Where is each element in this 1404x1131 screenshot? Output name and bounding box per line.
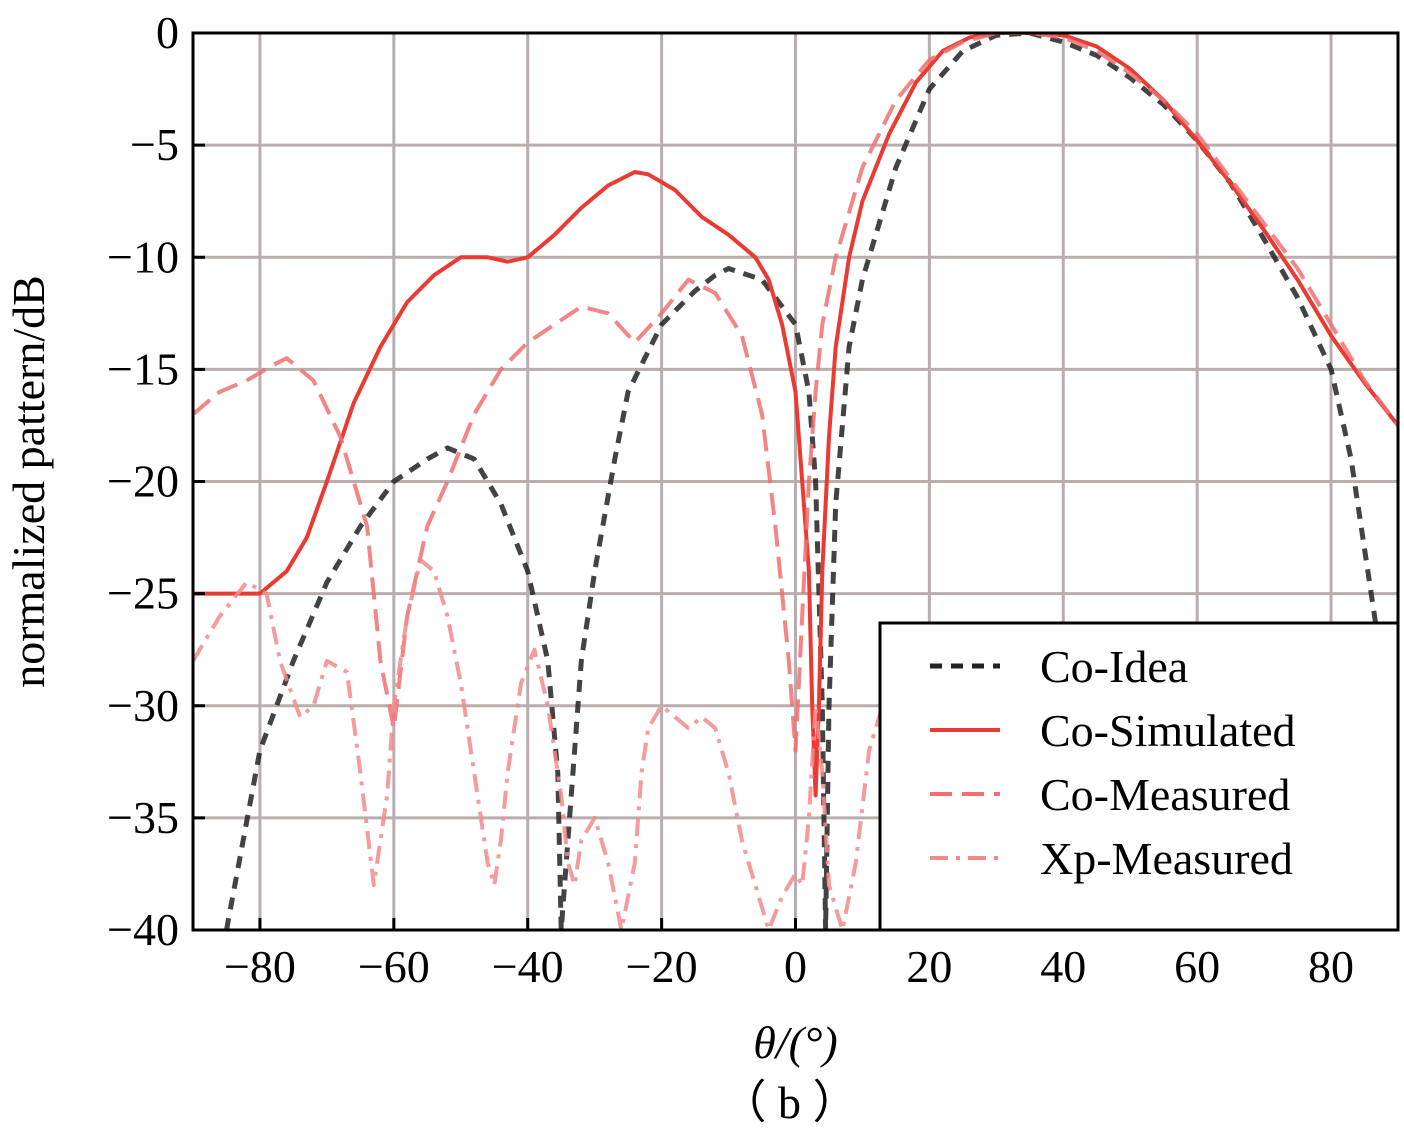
figure-caption: （ b ） bbox=[721, 1077, 859, 1128]
legend-label: Co-Simulated bbox=[1040, 705, 1296, 756]
x-tick-label: −40 bbox=[492, 941, 564, 992]
x-tick-label: 0 bbox=[784, 941, 807, 992]
x-tick-label: 40 bbox=[1040, 941, 1086, 992]
x-axis-title: θ/(°) bbox=[753, 1017, 837, 1068]
y-tick-label: 0 bbox=[156, 7, 179, 58]
xp-measured-line bbox=[193, 558, 885, 930]
y-tick-label: −5 bbox=[130, 119, 179, 170]
y-tick-label: −25 bbox=[107, 568, 179, 619]
legend-box bbox=[878, 621, 1400, 932]
x-tick-label: −20 bbox=[626, 941, 698, 992]
legend-label: Co-Measured bbox=[1040, 769, 1290, 820]
y-tick-label: −20 bbox=[107, 456, 179, 507]
x-tick-label: −60 bbox=[358, 941, 430, 992]
y-tick-label: −40 bbox=[107, 904, 179, 955]
co-idea-line bbox=[224, 33, 1381, 930]
co-simulated-line bbox=[193, 33, 1398, 798]
legend-label: Xp-Measured bbox=[1040, 833, 1293, 884]
legend: Co-Idea Co-Simulated Co-Measured Xp-Measure… bbox=[878, 621, 1400, 932]
y-tick-label: −10 bbox=[107, 231, 179, 282]
x-tick-label: 20 bbox=[906, 941, 952, 992]
co-measured-line bbox=[193, 33, 1398, 753]
series-layer bbox=[193, 33, 1398, 930]
y-tick-label: −30 bbox=[107, 680, 179, 731]
x-tick-label: −80 bbox=[224, 941, 296, 992]
x-tick-label: 60 bbox=[1174, 941, 1220, 992]
y-tick-label: −35 bbox=[107, 792, 179, 843]
y-axis-title: normalized pattern/dB bbox=[3, 275, 54, 688]
y-tick-label: −15 bbox=[107, 343, 179, 394]
legend-label: Co-Idea bbox=[1040, 641, 1188, 692]
ticks: −80 −60 −40 −20 0 20 40 60 80 0 −5 −10 −15 −20 −25 −30 −… bbox=[107, 7, 1354, 992]
x-tick-label: 80 bbox=[1308, 941, 1354, 992]
